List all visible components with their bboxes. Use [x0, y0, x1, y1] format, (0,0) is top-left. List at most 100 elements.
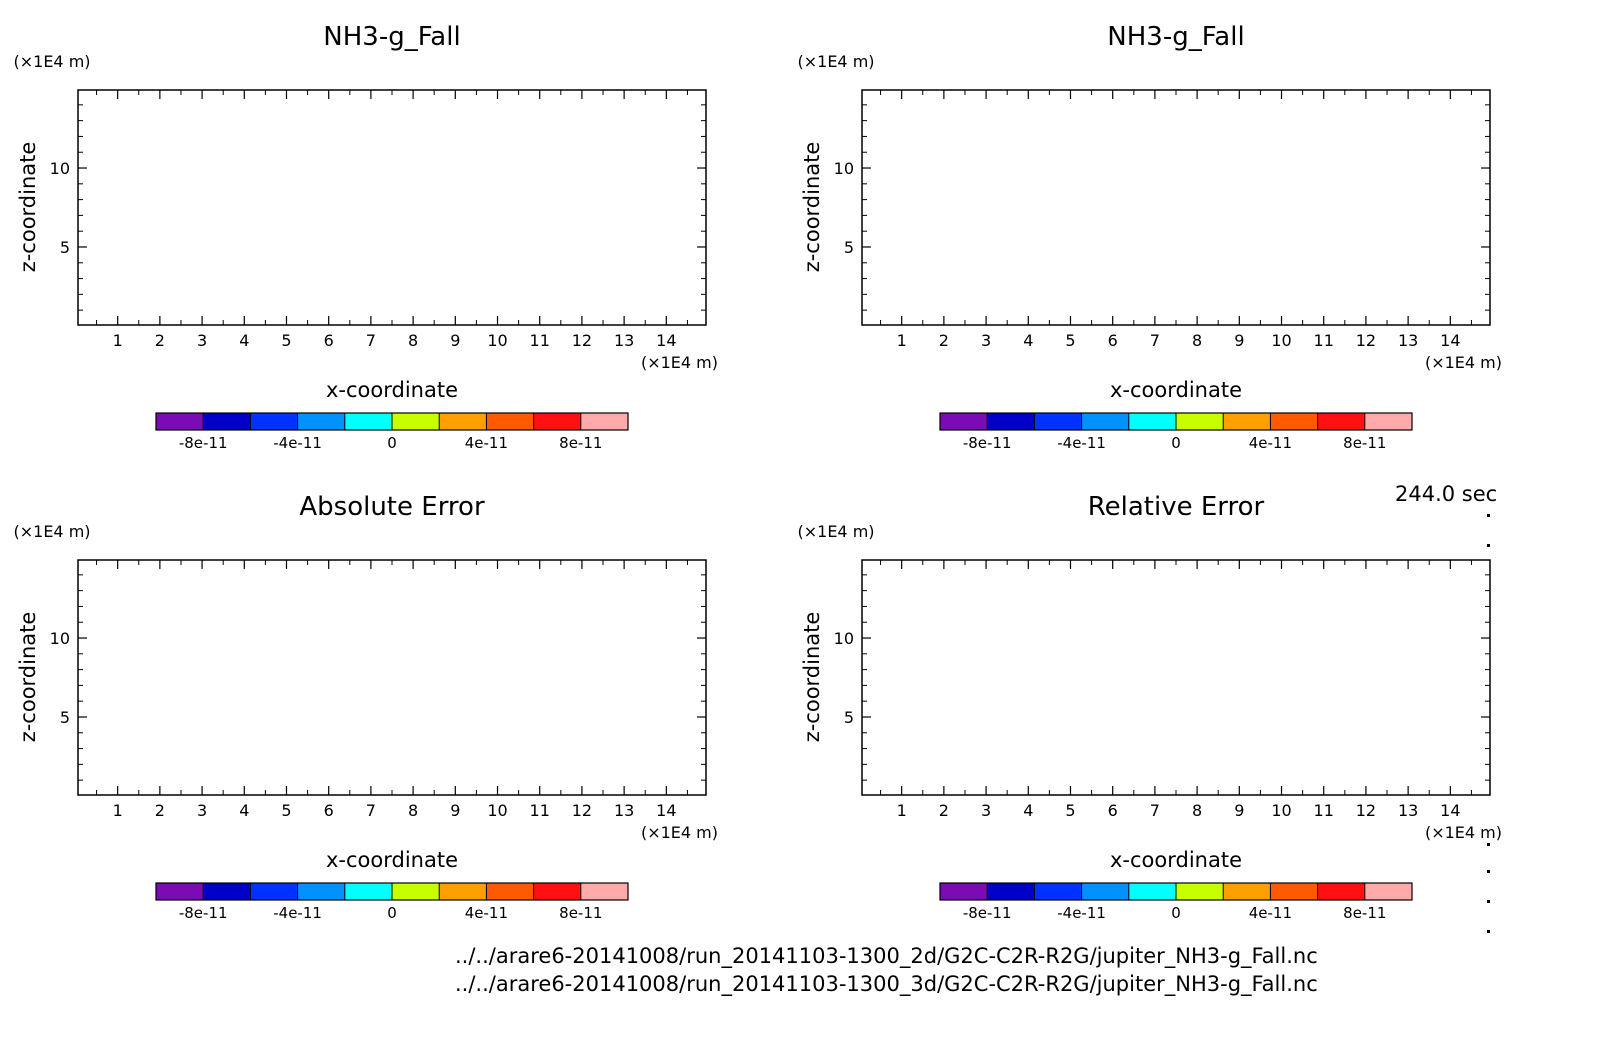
- y-axis-label: z-coordinate: [16, 142, 40, 273]
- colorbar-segment: [156, 883, 204, 900]
- panel-bottom-left: Absolute Error (×1E4 m) 1 2 3 4 5 6 7 8 9 10 11 12 13 1…: [0, 470, 790, 940]
- y-tick-label: 10: [834, 629, 854, 648]
- x-tick-label: 14: [1440, 801, 1460, 820]
- colorbar-segment: [344, 883, 393, 900]
- chart-title: Relative Error: [1088, 492, 1265, 522]
- y-axis-unit: (×1E4 m): [797, 522, 874, 541]
- colorbar-segment: [1128, 883, 1177, 900]
- colorbar-segment: [987, 883, 1035, 900]
- x-tick-label: 13: [1398, 331, 1418, 350]
- marker-dot: [1487, 843, 1490, 846]
- x-tick-label: 7: [366, 801, 376, 820]
- x-tick-label: 4: [1023, 331, 1033, 350]
- x-tick-label: 5: [281, 331, 291, 350]
- colorbar-tick-label: 4e-11: [1249, 904, 1292, 922]
- colorbar-segment: [439, 413, 487, 430]
- x-tick-label: 5: [1065, 331, 1075, 350]
- marker-dot: [1487, 544, 1490, 547]
- x-tick-label: 4: [239, 801, 249, 820]
- chart-svg: Absolute Error(×1E4 m)1 2 3 4 5 6 7 8 9 10 11 12 13 1…: [13, 492, 718, 922]
- colorbar-tick-label: 8e-11: [559, 904, 602, 922]
- chart-svg: NH3-g_Fall(×1E4 m)1 2 3 4 5 6 7 8 9 10 11 12 13 14510…: [13, 22, 718, 452]
- x-tick-label: 7: [1150, 801, 1160, 820]
- chart-title: Absolute Error: [299, 492, 485, 522]
- y-axis-label: z-coordinate: [800, 142, 824, 273]
- colorbar-segment: [156, 413, 204, 430]
- y-axis-label: z-coordinate: [16, 612, 40, 743]
- colorbar-segment: [940, 413, 988, 430]
- colorbar-segment: [297, 883, 346, 900]
- x-tick-label: 1: [113, 331, 123, 350]
- x-tick-label: 10: [487, 331, 507, 350]
- colorbar-segment: [987, 413, 1035, 430]
- y-tick-label: 10: [834, 159, 854, 178]
- x-tick-label: 4: [239, 331, 249, 350]
- colorbar-tick-label: 4e-11: [465, 434, 508, 452]
- x-tick-label: 6: [1108, 801, 1118, 820]
- x-tick-label: 4: [1023, 801, 1033, 820]
- colorbar-tick-label: 0: [387, 904, 397, 922]
- colorbar-tick-label: -8e-11: [179, 904, 228, 922]
- colorbar-tick-label: -4e-11: [1057, 904, 1106, 922]
- y-tick-label: 5: [844, 238, 854, 257]
- x-tick-label: 12: [572, 801, 592, 820]
- colorbar-segment: [250, 883, 298, 900]
- colorbar-tick-label: -8e-11: [179, 434, 228, 452]
- colorbar-segment: [203, 883, 251, 900]
- x-tick-label: 3: [981, 331, 991, 350]
- x-tick-label: 14: [1440, 331, 1460, 350]
- plot-area: [861, 559, 1491, 796]
- x-tick-label: 13: [614, 801, 634, 820]
- colorbar-segment: [344, 413, 393, 430]
- file-path-2d: ../../arare6-20141008/run_20141103-1300_…: [455, 944, 1318, 968]
- x-tick-label: 2: [939, 801, 949, 820]
- colorbar-segment: [1364, 413, 1413, 430]
- colorbar-segment: [1176, 413, 1224, 430]
- y-axis-unit: (×1E4 m): [13, 522, 90, 541]
- x-axis-label: x-coordinate: [1110, 378, 1242, 402]
- x-tick-label: 9: [1234, 331, 1244, 350]
- panel-top-left: NH3-g_Fall (×1E4 m) 1 2 3 4 5 6 7 8 9 10 11 12 13 14 5 10…: [0, 0, 790, 470]
- colorbar-segment: [203, 413, 251, 430]
- colorbar-segment: [533, 413, 582, 430]
- colorbar-segment: [439, 883, 487, 900]
- colorbar-tick-label: 8e-11: [559, 434, 602, 452]
- colorbar-tick-label: -4e-11: [1057, 434, 1106, 452]
- colorbar-segment: [1034, 883, 1082, 900]
- file-path-3d: ../../arare6-20141008/run_20141103-1300_…: [455, 972, 1318, 996]
- x-tick-label: 12: [1356, 331, 1376, 350]
- x-axis-label: x-coordinate: [326, 378, 458, 402]
- x-tick-label: 2: [155, 801, 165, 820]
- y-axis-label: z-coordinate: [800, 612, 824, 743]
- x-tick-label: 3: [197, 331, 207, 350]
- x-tick-label: 1: [113, 801, 123, 820]
- colorbar-segment: [580, 413, 629, 430]
- x-tick-label: 2: [155, 331, 165, 350]
- x-tick-label: 9: [450, 801, 460, 820]
- colorbar-segment: [1176, 883, 1224, 900]
- colorbar-tick-label: -8e-11: [963, 434, 1012, 452]
- colorbar-tick-label: 0: [1171, 434, 1181, 452]
- y-tick-label: 5: [60, 238, 70, 257]
- colorbar-segment: [580, 883, 629, 900]
- chart-svg: Relative Error(×1E4 m)1 2 3 4 5 6 7 8 9 10 11 12 13 1…: [797, 492, 1502, 922]
- colorbar-segment: [1364, 883, 1413, 900]
- chart-title: NH3-g_Fall: [323, 22, 460, 52]
- colorbar-segment: [250, 413, 298, 430]
- x-tick-label: 6: [324, 331, 334, 350]
- x-tick-label: 7: [1150, 331, 1160, 350]
- x-tick-label: 6: [1108, 331, 1118, 350]
- x-tick-label: 1: [897, 801, 907, 820]
- y-tick-label: 10: [50, 159, 70, 178]
- x-tick-label: 12: [1356, 801, 1376, 820]
- chart-title: NH3-g_Fall: [1107, 22, 1244, 52]
- x-tick-label: 8: [1192, 801, 1202, 820]
- x-tick-label: 8: [408, 331, 418, 350]
- x-tick-label: 5: [1065, 801, 1075, 820]
- colorbar-tick-label: 8e-11: [1343, 434, 1386, 452]
- x-axis-label: x-coordinate: [326, 848, 458, 872]
- chart-svg: NH3-g_Fall(×1E4 m)1 2 3 4 5 6 7 8 9 10 11 12 13 14510…: [797, 22, 1502, 452]
- y-tick-label: 5: [60, 708, 70, 727]
- colorbar-segment: [486, 883, 534, 900]
- colorbar-segment: [1223, 883, 1271, 900]
